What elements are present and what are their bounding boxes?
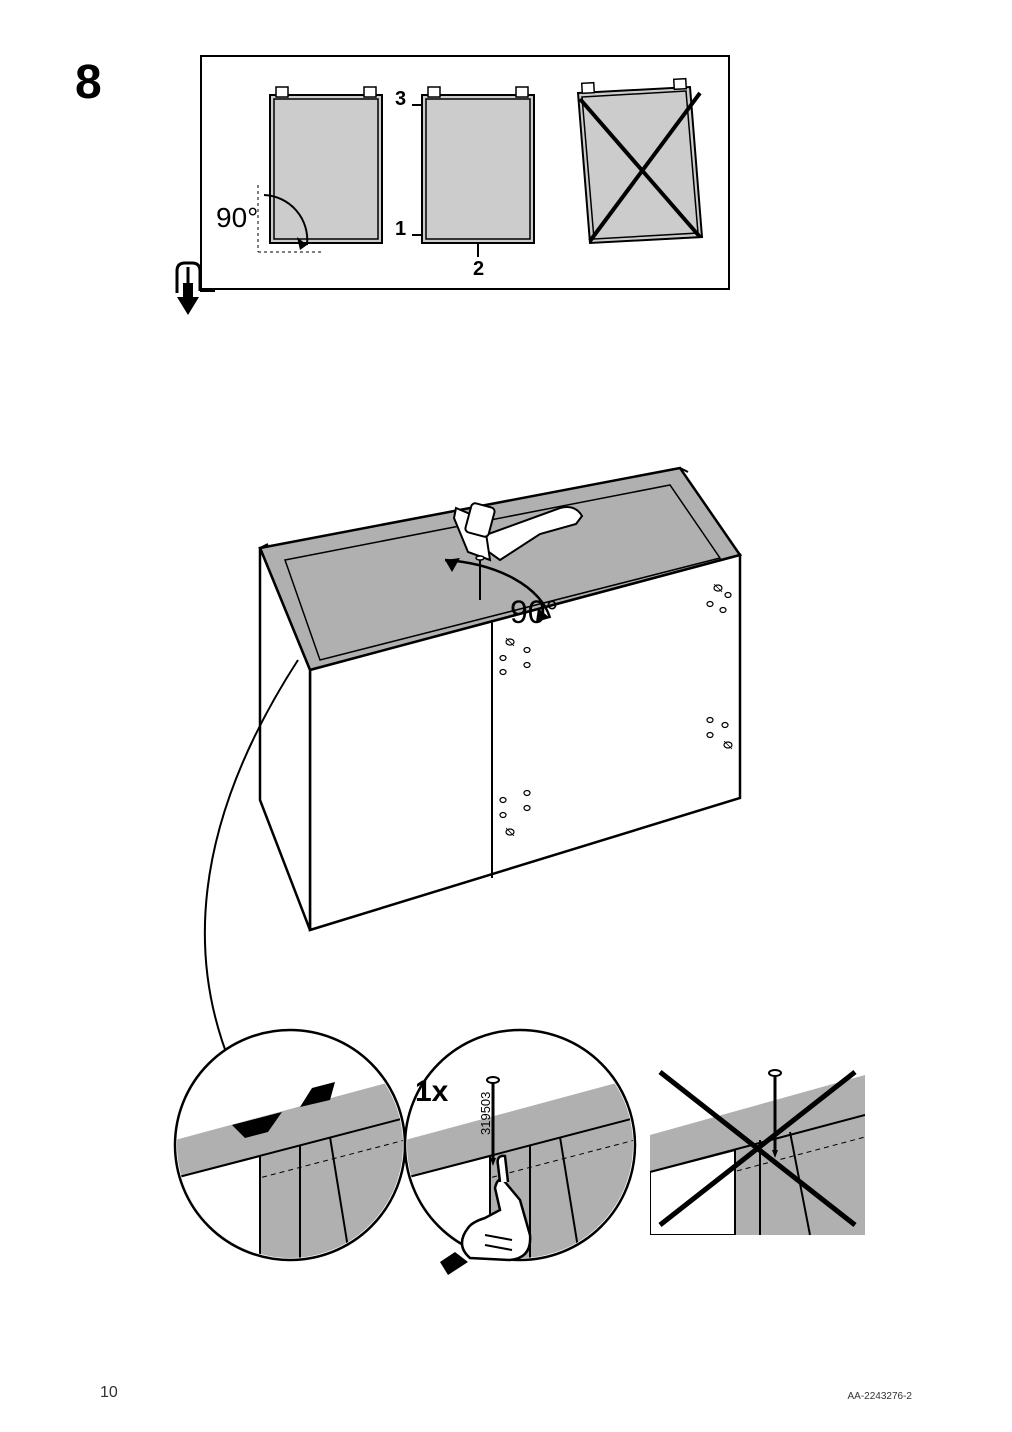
detail-nail-wrong [650,1060,865,1235]
panel-correct-2 [412,87,534,257]
page-number: 10 [100,1384,118,1402]
angle-label-90-mid: 90° [510,594,558,631]
hammer-icon [454,502,582,560]
angle-label-90-top: 90° [216,202,258,234]
label-3: 3 [395,88,406,111]
detail-nail-correct [405,1030,635,1275]
label-1: 1 [395,218,406,241]
instruction-page: 8 [0,0,1012,1432]
label-2: 2 [473,258,484,281]
panel-correct-1 [258,87,382,252]
top-diagram-svg [202,57,732,292]
document-id: AA-2243276-2 [848,1391,913,1402]
panel-wrong [578,79,702,243]
part-number-label: 319503 [478,1092,493,1135]
cabinet-isometric [205,468,740,1130]
quantity-label: 1x [415,1075,448,1109]
top-alignment-panel [200,55,730,290]
callout-arrow-icon [155,253,215,323]
detail-align-circle [175,1030,405,1260]
pointing-hand-icon [440,1156,530,1275]
step-number: 8 [75,55,102,110]
